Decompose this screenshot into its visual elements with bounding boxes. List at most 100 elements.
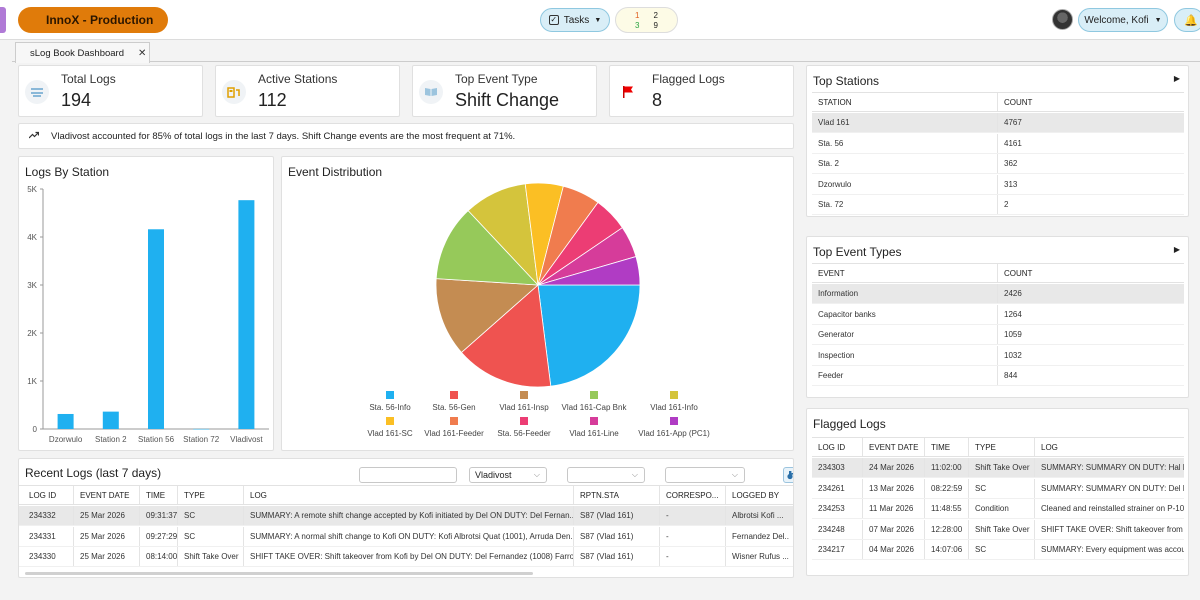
y-tick-label: 1K [27,377,37,386]
recent-logs-panel: Recent Logs (last 7 days) Vladivost ⌵ ⌵ … [18,458,794,578]
table-cell: Condition [968,499,1034,519]
panel-title: Logs By Station [25,165,110,179]
table-row[interactable]: Sta. 2 362 [812,154,1184,175]
column-header[interactable]: LOGGED BY [725,486,789,504]
column-header[interactable]: TIME [924,438,968,456]
table-row[interactable]: Feeder 844 [812,366,1184,387]
horizontal-scrollbar[interactable] [25,572,533,575]
table-row[interactable]: Generator 1059 [812,325,1184,346]
table-cell: SUMMARY: SUMMARY ON DUTY: Del Fe [1034,478,1184,498]
panel-title: Flagged Logs [813,417,886,431]
search-input[interactable] [359,467,457,483]
table-cell: 14:07:06 [924,540,968,560]
legend-item[interactable]: Vlad 161-Info [629,391,719,412]
pie-slice [435,278,539,354]
table-cell: 2 [997,195,1184,215]
insight-text: Vladivost accounted for 85% of total log… [51,130,516,142]
top-event-types-panel: Top Event Types ▶ EVENT COUNT Information 2… [806,236,1189,398]
column-header[interactable]: COUNT [997,93,1184,111]
table-cell: 11 Mar 2026 [862,499,924,519]
station-icon [222,80,246,104]
column-header[interactable]: TIME [139,486,177,504]
table-row[interactable]: 234332 25 Mar 2026 09:31:37 SC SUMMARY: A re… [19,506,793,526]
x-tick-label: Station 56 [138,435,175,444]
column-header[interactable]: LOG ID [818,442,846,452]
bell-icon: 🔔 [1184,14,1198,27]
kpi-card-active-stations: Active Stations 112 [215,65,400,117]
task-count: 9 [653,20,658,30]
column-header[interactable]: RPTN.STA [573,486,659,504]
legend-item[interactable]: Vlad 161-SC [345,417,435,438]
legend-item[interactable]: Sta. 56-Gen [409,391,499,412]
table-row[interactable]: 234330 25 Mar 2026 08:14:00 Shift Take Over… [19,547,793,568]
table-cell: - [659,547,725,567]
tasks-button[interactable]: ✓ Tasks ▼ [540,8,610,32]
table-cell: 08:22:59 [924,478,968,498]
chevron-down-icon: ▼ [1154,16,1162,24]
legend-item[interactable]: Vlad 161-Insp [479,391,569,412]
binoculars-icon[interactable] [783,467,793,483]
column-header[interactable]: LOG ID [29,490,57,500]
legend-item[interactable]: Sta. 56-Info [345,391,435,412]
y-tick-label: 5K [27,185,37,194]
table-row[interactable]: 234253 11 Mar 2026 11:48:55 Condition Cleane… [812,499,1184,520]
environment-selector[interactable]: InnoX - Production [18,7,168,33]
table-row[interactable]: Inspection 1032 [812,345,1184,366]
task-counts[interactable]: 1 2 3 9 [615,7,678,33]
kpi-value: Shift Change [455,90,560,110]
table-row[interactable]: Capacitor banks 1264 [812,304,1184,325]
column-header[interactable]: CORRESPO... [659,486,725,504]
table-row[interactable]: 234217 04 Mar 2026 14:07:06 SC SUMMARY: Ever… [812,540,1184,561]
table-cell: 11:48:55 [924,499,968,519]
table-cell: 234303 [818,463,845,472]
table-cell: 2426 [997,284,1184,303]
bar [238,200,255,429]
station-filter-value: Vladivost [475,470,512,480]
station-filter-select[interactable]: Vladivost ⌵ [469,467,547,483]
side-menu-handle[interactable] [0,7,6,33]
legend-item[interactable]: Vlad 161-Feeder [409,417,499,438]
table-row[interactable]: 234331 25 Mar 2026 09:27:29 SC SUMMARY: A no… [19,526,793,547]
legend-item[interactable]: Vlad 161-Cap Bnk [549,391,639,412]
expand-arrow-icon[interactable]: ▶ [1173,245,1180,254]
column-header[interactable]: TYPE [177,486,243,504]
top-bar: InnoX - Production ✓ Tasks ▼ 1 2 3 9 Wel… [0,0,1200,40]
chevron-down-icon: ▼ [594,16,602,24]
notifications-button[interactable]: 🔔 [1174,8,1200,32]
table-cell: 4767 [997,113,1184,132]
table-row[interactable]: Vlad 161 4767 [812,113,1184,133]
column-header[interactable]: EVENT DATE [862,438,924,456]
expand-arrow-icon[interactable]: ▶ [1173,74,1180,83]
legend-swatch [386,391,394,399]
pie-slice [537,284,641,387]
legend-item[interactable]: Vlad 161-Line [549,417,639,438]
user-menu-button[interactable]: Welcome, Kofi ▼ [1078,8,1168,32]
tab-dashboard[interactable]: sLog Book Dashboard ✕ [15,42,150,63]
table-row[interactable]: Sta. 72 2 [812,195,1184,216]
column-header[interactable]: STATION [818,97,852,107]
legend-item[interactable]: Vlad 161-App (PC1) [629,417,719,438]
close-icon[interactable]: ✕ [138,47,147,59]
column-header[interactable]: EVENT [818,268,845,278]
column-header[interactable]: COUNT [997,264,1184,282]
table-header: LOG ID EVENT DATE TIME TYPE LOG [812,437,1184,457]
column-header[interactable]: EVENT DATE [73,486,139,504]
table-cell: 13 Mar 2026 [862,478,924,498]
legend-label: Vlad 161-Insp [499,403,549,412]
column-header[interactable]: TYPE [968,438,1034,456]
table-row[interactable]: 234248 07 Mar 2026 12:28:00 Shift Take Over… [812,519,1184,540]
table-row[interactable]: Dzorwulo 313 [812,174,1184,195]
table-cell: Sta. 72 [818,200,844,210]
table-row[interactable]: Sta. 56 4161 [812,133,1184,154]
avatar[interactable] [1052,9,1073,30]
task-count: 2 [653,10,658,20]
table-row[interactable]: 234303 24 Mar 2026 11:02:00 Shift Take Over… [812,458,1184,478]
column-header[interactable]: LOG [243,486,573,504]
task-count: 3 [635,20,640,30]
date-filter-select[interactable]: ⌵ [665,467,745,483]
type-filter-select[interactable]: ⌵ [567,467,645,483]
table-row[interactable]: Information 2426 [812,284,1184,304]
legend-item[interactable]: Sta. 56-Feeder [479,417,569,438]
table-row[interactable]: 234261 13 Mar 2026 08:22:59 SC SUMMARY: SUMM… [812,478,1184,499]
column-header[interactable]: LOG [1034,438,1184,456]
